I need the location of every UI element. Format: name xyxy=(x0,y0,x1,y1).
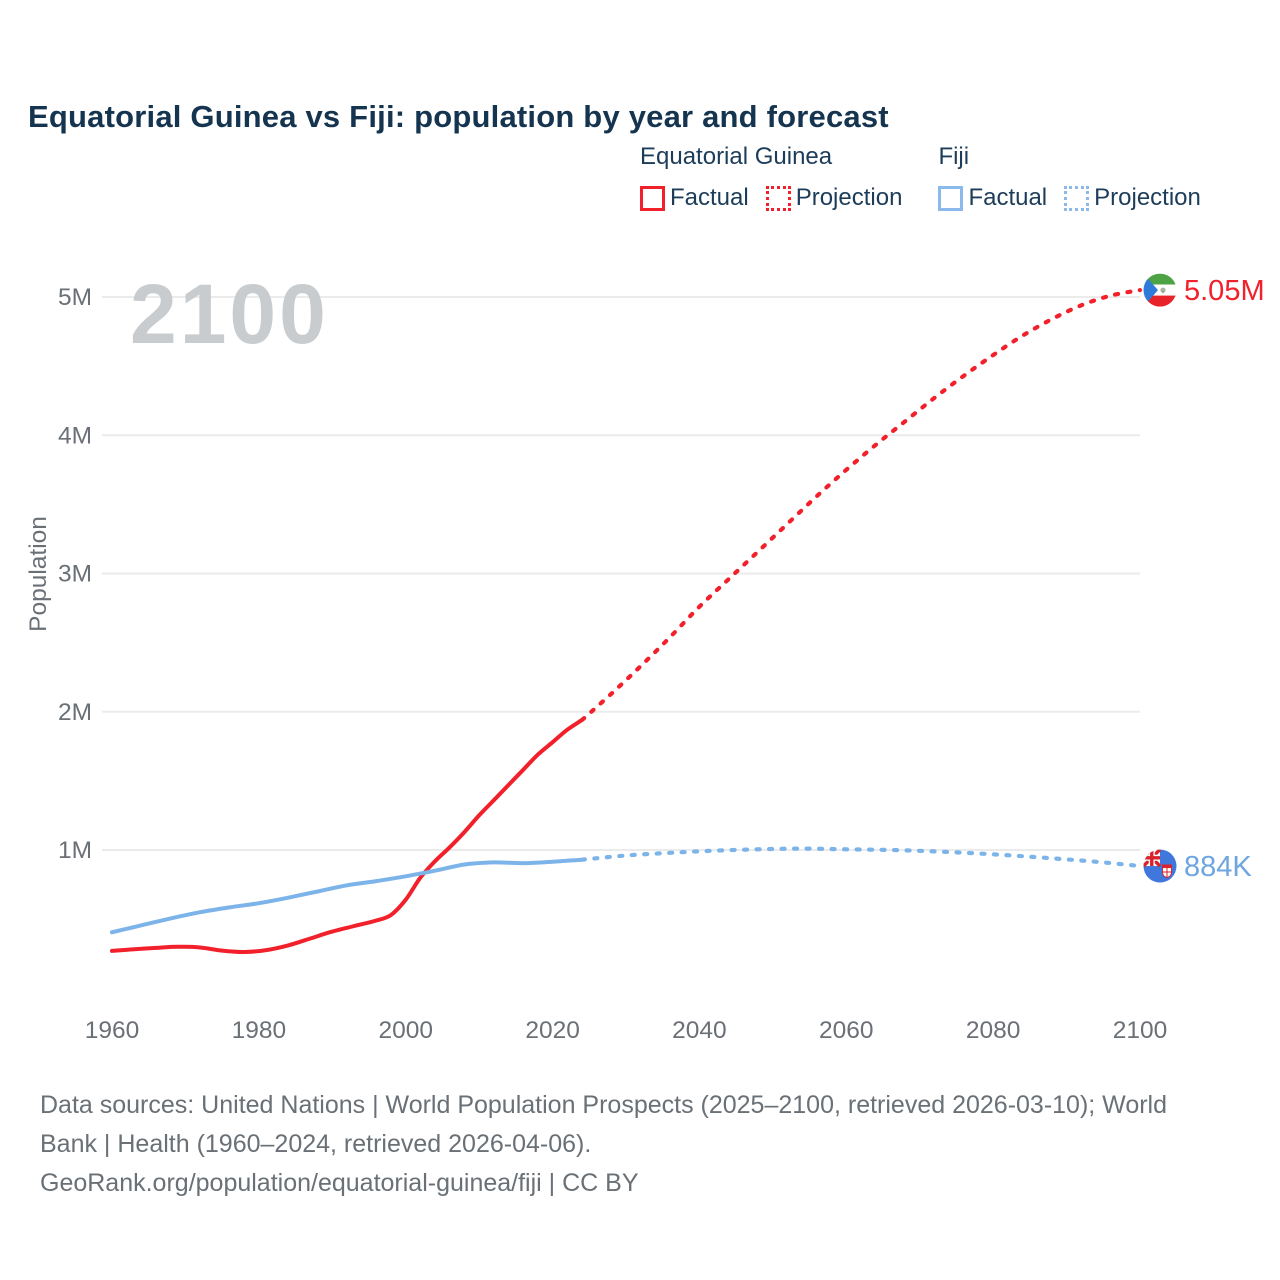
solid-blue-swatch-icon xyxy=(938,185,964,211)
series-factual-equatorial-guinea xyxy=(110,718,584,955)
legend-item-fiji-factual[interactable]: Factual xyxy=(938,184,1047,212)
solid-red-swatch-icon xyxy=(640,185,665,211)
legend-item-fiji-projection[interactable]: Projection xyxy=(1064,184,1201,212)
source-line[interactable]: GeoRank.org/population/equatorial-guinea… xyxy=(40,1169,639,1197)
y-tick-label: 4M xyxy=(58,422,92,449)
x-tick-label: 2060 xyxy=(819,1017,874,1044)
source-line: Bank | Health (1960–2024, retrieved 2026… xyxy=(40,1130,592,1158)
source-line: Data sources: United Nations | World Pop… xyxy=(40,1091,1168,1119)
y-axis-title: Population xyxy=(25,516,52,632)
legend-group-equatorial-guinea: Equatorial Guinea Factual Projection xyxy=(640,143,902,212)
legend-item-label: Factual xyxy=(670,184,749,211)
legend-group-title-fiji: Fiji xyxy=(938,143,970,170)
fiji-flag-icon xyxy=(1143,849,1177,883)
x-tick-label: 1980 xyxy=(232,1017,287,1044)
series-projection-equatorial-guinea xyxy=(579,288,1143,723)
x-tick-label: 2100 xyxy=(1113,1017,1168,1044)
series-factual-fiji xyxy=(110,857,584,935)
end-value-label-equatorial-guinea: 5.05M xyxy=(1184,275,1265,307)
y-tick-label: 1M xyxy=(58,837,92,864)
legend-item-label: Projection xyxy=(1094,184,1201,211)
legend-group-fiji: Fiji Factual Projection xyxy=(938,143,1201,212)
x-tick-label: 2080 xyxy=(966,1017,1021,1044)
legend-item-label: Projection xyxy=(795,184,903,211)
legend: Equatorial Guinea Factual Projection Fij… xyxy=(640,143,1201,212)
x-tick-label: 2020 xyxy=(525,1017,580,1044)
y-tick-label: 3M xyxy=(58,561,92,588)
y-tick-label: 5M xyxy=(58,284,92,311)
x-tick-label: 2040 xyxy=(672,1017,727,1044)
dotted-red-swatch-icon xyxy=(765,185,791,211)
dotted-blue-swatch-icon xyxy=(1064,185,1090,211)
x-tick-label: 2000 xyxy=(378,1017,433,1044)
data-sources: Data sources: United Nations | World Pop… xyxy=(40,1086,1167,1203)
legend-item-eg-factual[interactable]: Factual xyxy=(640,184,749,212)
page-title: Equatorial Guinea vs Fiji: population by… xyxy=(28,98,889,134)
legend-group-title-equatorial-guinea: Equatorial Guinea xyxy=(640,143,833,170)
y-tick-label: 2M xyxy=(58,699,92,726)
legend-item-label: Factual xyxy=(968,184,1048,211)
end-value-label-fiji: 884K xyxy=(1184,851,1252,883)
legend-item-eg-projection[interactable]: Projection xyxy=(765,184,903,212)
series-projection-fiji xyxy=(579,846,1143,869)
equatorial-guinea-flag-icon xyxy=(1143,273,1177,307)
x-tick-label: 1960 xyxy=(85,1017,140,1044)
